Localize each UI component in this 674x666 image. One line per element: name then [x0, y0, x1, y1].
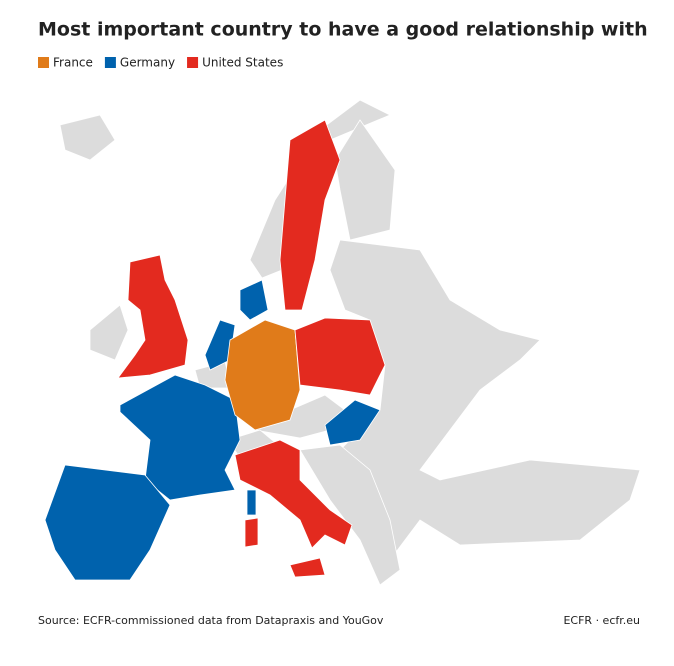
- country-shape: [59, 114, 116, 161]
- legend-label: United States: [202, 56, 283, 70]
- country-shape: [289, 557, 326, 578]
- country-shape: [299, 444, 401, 586]
- country-shape: [246, 489, 257, 516]
- legend: France Germany United States: [38, 56, 283, 70]
- legend-swatch: [104, 57, 116, 68]
- country-shape: [324, 399, 381, 446]
- map: [44, 99, 641, 586]
- legend-swatch: [187, 57, 199, 68]
- country-shape: [239, 279, 269, 321]
- country-shape: [244, 517, 259, 548]
- credit: ECFR · ecfr.eu: [563, 614, 640, 627]
- country-shape: [89, 304, 129, 361]
- country-shape: [44, 464, 171, 581]
- title: Most important country to have a good re…: [38, 19, 648, 41]
- country-shape: [329, 239, 641, 561]
- country-shape: [334, 119, 396, 241]
- country-shape: [234, 439, 353, 549]
- legend-swatch: [38, 57, 49, 68]
- country-shape: [119, 374, 241, 501]
- legend-label: Germany: [120, 56, 175, 70]
- country-shape: [294, 317, 386, 396]
- source: Source: ECFR-commissioned data from Data…: [38, 614, 384, 627]
- country-shape: [224, 319, 301, 431]
- country-shape: [279, 119, 341, 311]
- legend-label: France: [53, 56, 93, 70]
- country-shape: [117, 254, 189, 379]
